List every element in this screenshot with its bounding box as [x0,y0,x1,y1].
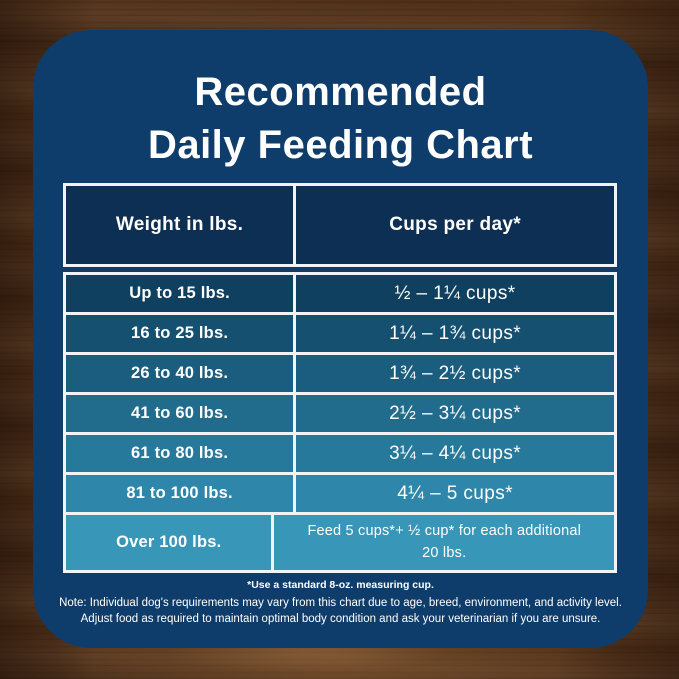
table-header-row: Weight in lbs. Cups per day* [63,183,617,267]
weight-value: 61 to 80 lbs. [66,435,297,472]
footnote-adjust: Adjust food as required to maintain opti… [80,613,601,626]
weight-value: 26 to 40 lbs. [66,355,297,392]
page-title-line2: Daily Feeding Chart [147,122,534,167]
table-row: 61 to 80 lbs. 3¼ – 4¼ cups* [66,435,614,475]
feeding-chart-card: Recommended Daily Feeding Chart Weight i… [33,30,648,648]
weight-value: 81 to 100 lbs. [66,475,297,512]
footnote-measuring-cup: *Use a standard 8-oz. measuring cup. [247,579,434,591]
header-weight: Weight in lbs. [66,186,297,264]
table-row: 81 to 100 lbs. 4¼ – 5 cups* [66,475,614,515]
cups-value: 1¼ – 1¾ cups* [389,322,522,344]
table-row: 16 to 25 lbs. 1¼ – 1¾ cups* [66,315,614,355]
table-row: 41 to 60 lbs. 2½ – 3¼ cups* [66,395,614,435]
weight-value: 41 to 60 lbs. [66,395,297,432]
cups-value: 2½ – 3¼ cups* [389,402,522,424]
feeding-table: Weight in lbs. Cups per day* Up to 15 lb… [63,183,617,573]
table-row: Up to 15 lbs. ½ – 1¼ cups* [66,275,614,315]
table-row: Over 100 lbs. Feed 5 cups*+ ½ cup* for e… [66,515,614,570]
cups-value: 3¼ – 4¼ cups* [389,442,522,464]
page-title-line1: Recommended [194,70,487,114]
footnotes: *Use a standard 8-oz. measuring cup. Not… [47,579,634,628]
cups-value: 4¼ – 5 cups* [397,482,513,504]
cups-value: ½ – 1¼ cups* [394,282,516,304]
table-body: Up to 15 lbs. ½ – 1¼ cups* 16 to 25 lbs.… [63,272,617,573]
weight-value: Over 100 lbs. [66,515,275,570]
cups-value: Feed 5 cups*+ ½ cup* for each additional… [307,523,582,561]
weight-value: Up to 15 lbs. [66,275,297,312]
weight-value: 16 to 25 lbs. [66,315,297,352]
page-title: Recommended Daily Feeding Chart [33,66,648,172]
cups-value: 1¾ – 2½ cups* [389,362,522,384]
header-cups: Cups per day* [296,186,614,264]
footnote-note: Note: Individual dog's requirements may … [59,597,622,609]
table-row: 26 to 40 lbs. 1¾ – 2½ cups* [66,355,614,395]
